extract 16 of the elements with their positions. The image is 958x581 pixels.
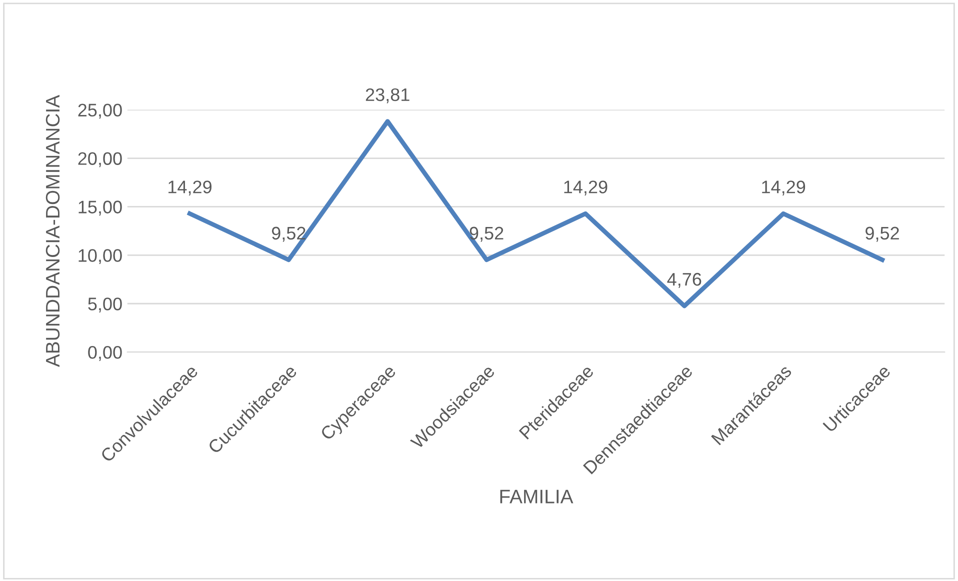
x-axis-title: FAMILIA	[500, 490, 574, 504]
data-label: 14,29	[168, 180, 212, 196]
y-tick-label: 5,00	[88, 298, 122, 312]
y-axis-title: ABUNDDANCIA-DOMINANCIA	[46, 94, 60, 368]
data-label: 23,81	[366, 88, 410, 104]
data-label: 14,29	[762, 180, 806, 196]
y-tick-label: 20,00	[78, 152, 122, 168]
y-tick-label: 15,00	[78, 200, 122, 216]
data-label: 9,52	[272, 226, 306, 242]
data-label: 9,52	[470, 226, 504, 242]
y-tick-label: 0,00	[88, 346, 122, 361]
data-label: 9,52	[866, 226, 899, 242]
y-tick-label: 25,00	[78, 104, 122, 119]
y-tick-label: 10,00	[78, 249, 122, 264]
data-label: 4,76	[667, 272, 702, 288]
data-label: 14,29	[564, 180, 608, 196]
